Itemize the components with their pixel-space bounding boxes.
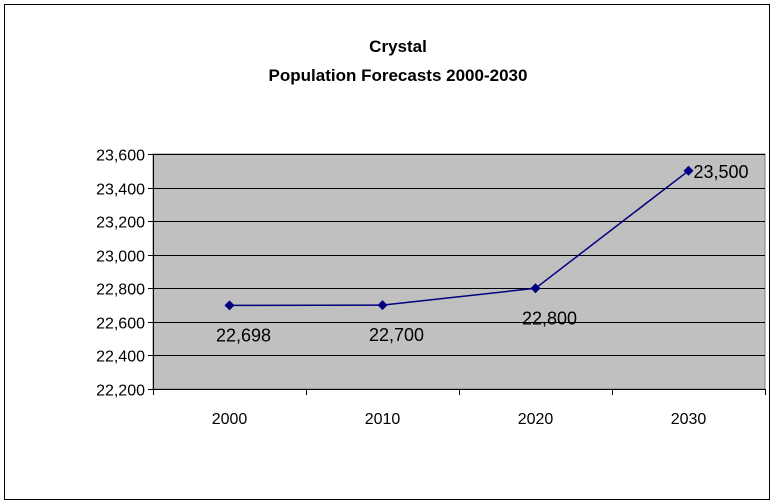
y-tick-label: 23,200: [96, 215, 145, 232]
chart-title-line-2: Population Forecasts 2000-2030: [269, 66, 528, 85]
chart-title-line-1: Crystal: [369, 37, 427, 56]
y-tick-label: 22,800: [96, 282, 145, 299]
data-point-marker: [377, 300, 388, 311]
gridlines: [153, 154, 765, 356]
x-tick-label: 2010: [365, 411, 401, 428]
y-tick-label: 22,200: [96, 383, 145, 400]
data-series: [224, 165, 694, 311]
y-axis: 22,200 22,400 22,600 22,800 23,000 23,200 23,4…: [96, 148, 154, 400]
y-tick-label: 22,400: [96, 349, 145, 366]
data-point-marker: [530, 283, 541, 294]
data-point-marker: [224, 300, 235, 311]
x-tick-label: 2000: [212, 411, 248, 428]
data-label: 23,500: [694, 162, 749, 182]
data-point-marker: [683, 165, 694, 176]
data-label: 22,800: [522, 308, 577, 328]
y-tick-label: 22,600: [96, 316, 145, 333]
series-line: [229, 170, 689, 307]
x-tick-label: 2020: [518, 411, 554, 428]
y-tick-label: 23,000: [96, 249, 145, 266]
y-tick-label: 23,400: [96, 182, 145, 199]
plot-area: [152, 153, 766, 390]
data-label: 22,698: [216, 325, 271, 345]
y-tick-label: 23,600: [96, 148, 145, 165]
x-tick-label: 2030: [671, 411, 707, 428]
data-labels: 22,698 22,700 22,800 23,500: [216, 162, 749, 346]
data-label: 22,700: [369, 325, 424, 345]
x-axis: 2000 2010 2020 2030: [153, 389, 766, 428]
